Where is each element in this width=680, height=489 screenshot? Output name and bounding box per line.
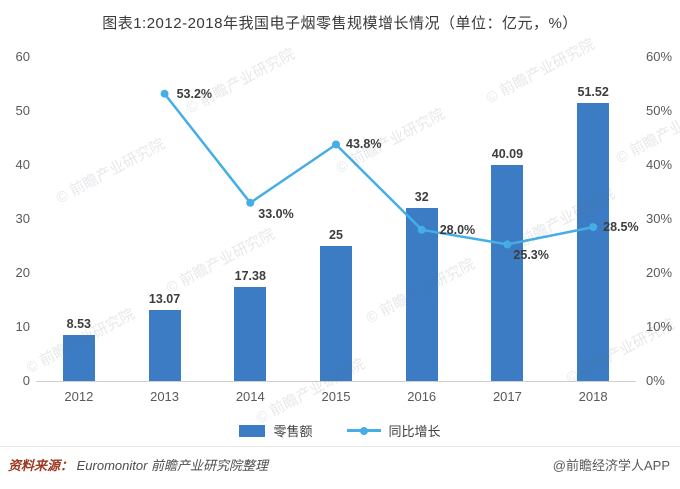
bar [577, 102, 610, 381]
bar-value-label: 40.09 [491, 146, 524, 161]
y-axis-tick-label: 60 [15, 49, 30, 64]
bar-value-label: 8.53 [66, 316, 92, 331]
source-label: 资料来源： [8, 458, 74, 473]
bar [491, 164, 524, 381]
line-value-label: 28.0% [439, 222, 476, 237]
chart-title: 图表1:2012-2018年我国电子烟零售规模增长情况（单位：亿元，%） [102, 15, 578, 32]
y2-axis-tick-label: 60% [646, 49, 673, 64]
y2-axis-tick-label: 0% [646, 373, 665, 388]
y-axis-tick-label: 30 [15, 211, 30, 226]
y2-axis-tick-label: 10% [646, 319, 673, 334]
bar-value-label: 13.07 [148, 292, 181, 307]
x-axis-tick-label: 2014 [235, 389, 265, 404]
watermark: © 前瞻产业研究院 [53, 135, 168, 208]
legend-item-bar: 零售额 [239, 421, 313, 440]
x-axis-tick-label: 2015 [321, 389, 351, 404]
line-value-label: 25.3% [513, 248, 549, 263]
bar-swatch [239, 424, 266, 437]
source-note: 资料来源： Euromonitor 前瞻产业研究院整理 [8, 455, 268, 474]
line-value-label: 28.5% [603, 220, 639, 235]
bar [320, 246, 352, 381]
bar-value-label: 51.52 [577, 84, 609, 99]
credit-note: @前瞻经济学人APP [552, 458, 670, 473]
x-axis-tick-label: 2018 [578, 389, 608, 404]
y-axis-tick-label: 50 [15, 103, 30, 118]
x-axis-tick-label: 2013 [150, 389, 180, 404]
bar [148, 310, 181, 381]
legend-item-line: 同比增长 [346, 421, 441, 440]
line-marker [160, 89, 169, 98]
line-marker [332, 140, 340, 149]
bar-value-label: 17.38 [234, 269, 266, 284]
x-axis-tick-label: 2016 [407, 389, 437, 404]
y-axis-tick-label: 10 [15, 319, 30, 334]
bar [234, 287, 267, 381]
legend-label-bar: 零售额 [273, 424, 313, 439]
bar-value-label: 32 [414, 190, 429, 205]
x-axis-line [36, 381, 636, 382]
line-swatch [346, 426, 381, 435]
y2-axis-tick-label: 50% [646, 103, 673, 118]
bar-value-label: 25 [329, 228, 343, 242]
x-axis-tick-label: 2017 [492, 389, 522, 404]
line-marker [246, 198, 255, 207]
x-axis-tick-label: 2012 [64, 389, 94, 404]
line-value-label: 33.0% [258, 206, 294, 221]
y-axis-tick-label: 0 [22, 373, 30, 388]
y2-axis-tick-label: 20% [646, 265, 673, 280]
bar [62, 334, 95, 381]
line-value-label: 43.8% [346, 137, 382, 152]
y2-axis-tick-label: 40% [646, 157, 673, 172]
y-axis-tick-label: 20 [15, 265, 30, 280]
watermark: © 前瞻产业研究院 [183, 45, 298, 118]
legend-label-line: 同比增长 [388, 424, 441, 439]
y-axis-tick-label: 40 [15, 157, 30, 172]
legend: 零售额 同比增长 [0, 421, 680, 440]
bar [405, 208, 438, 381]
line-value-label: 53.2% [176, 86, 213, 101]
growth-line [163, 92, 594, 246]
footer-divider [0, 446, 680, 447]
y2-axis-tick-label: 30% [646, 211, 673, 226]
source-text: Euromonitor 前瞻产业研究院整理 [76, 458, 269, 473]
line-swatch-dot [359, 426, 368, 435]
